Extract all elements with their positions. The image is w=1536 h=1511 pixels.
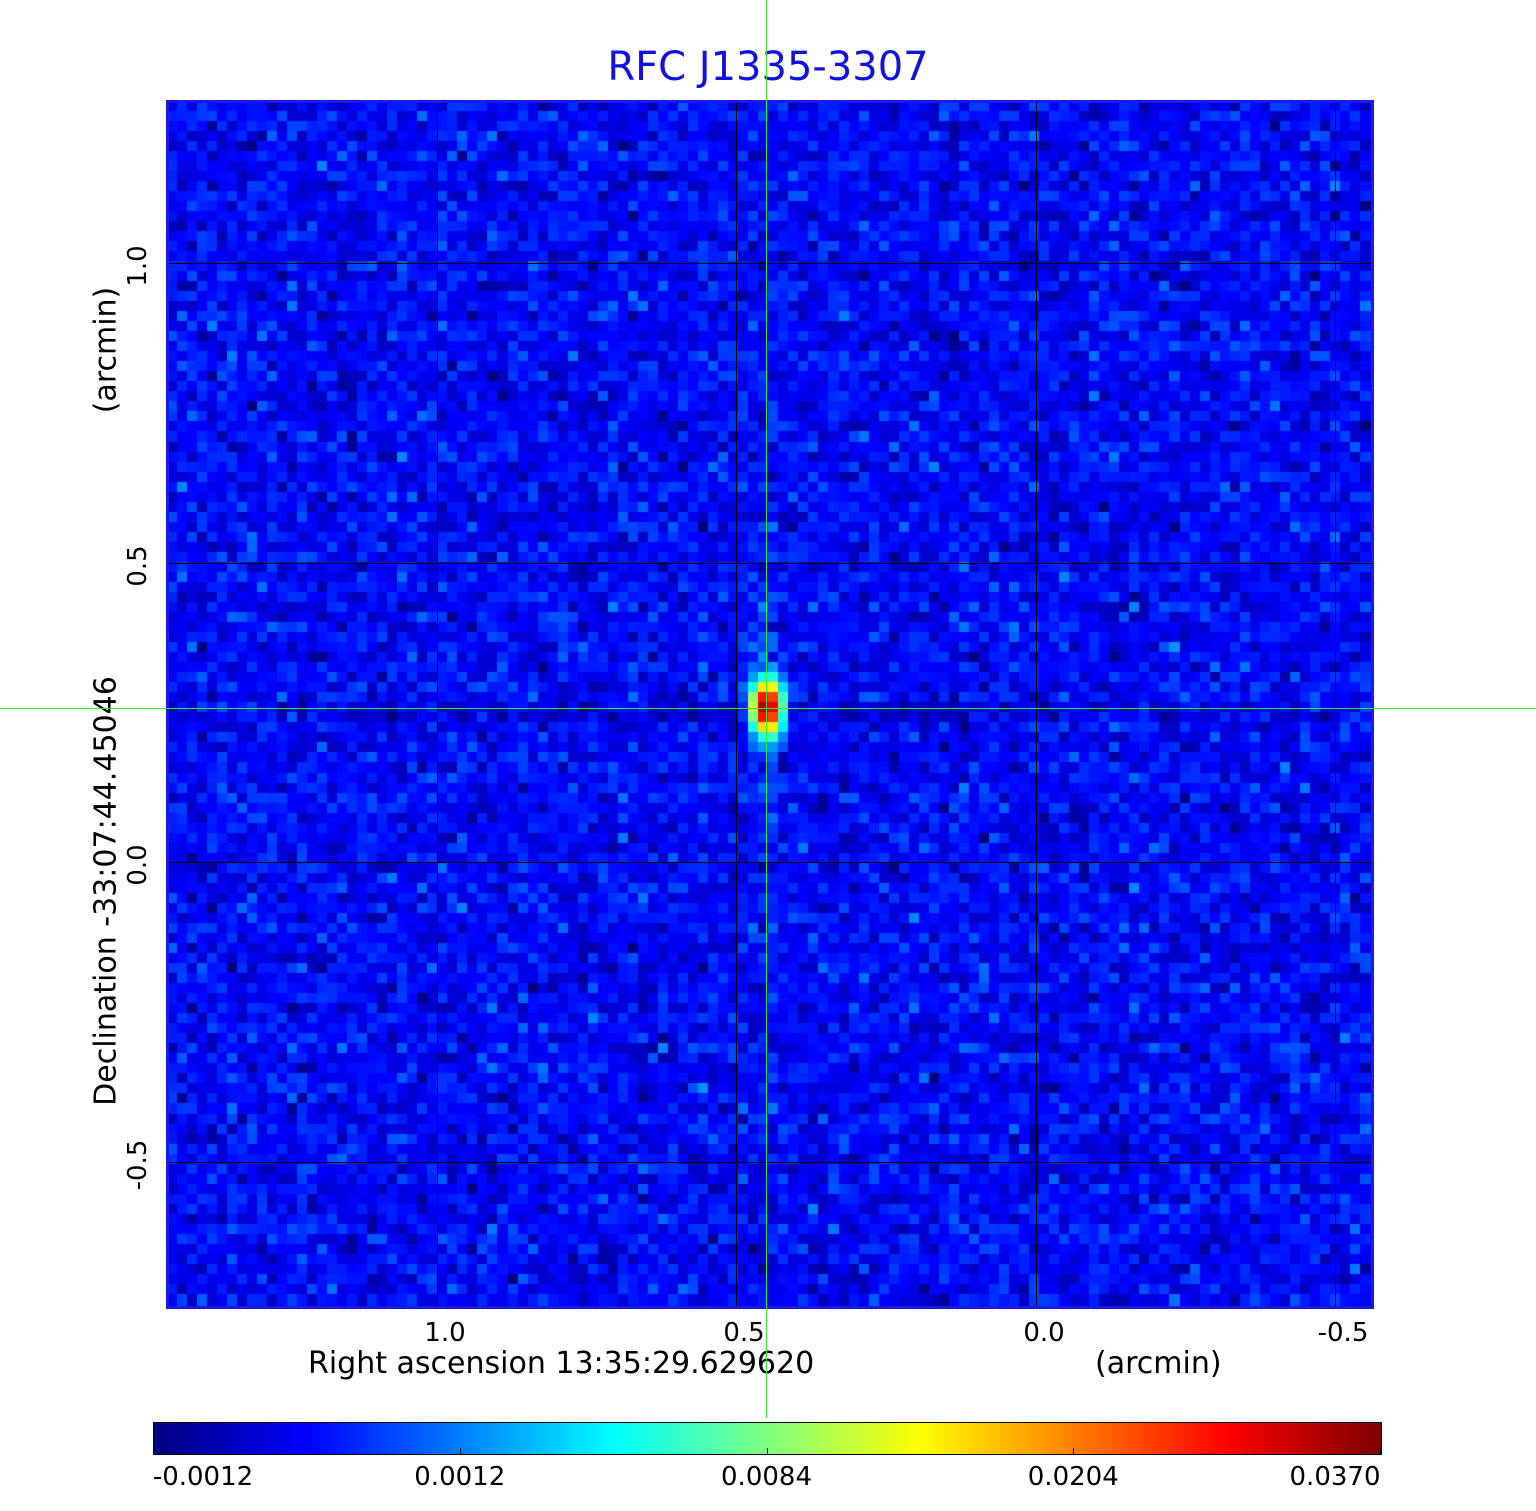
chart-title: RFC J1335-3307 (607, 44, 929, 90)
x-tick-label: 1.0 (424, 1318, 466, 1348)
y-tick-label: 1.0 (123, 245, 153, 287)
crosshair-vertical (766, 0, 767, 1418)
x-axis-label: Right ascension 13:35:29.629620 (308, 1346, 815, 1381)
colorbar-tick (153, 1448, 154, 1454)
colorbar-tick-label: 0.0370 (1289, 1462, 1381, 1492)
y-tick-label: -0.5 (123, 1139, 153, 1191)
grid-line-x (437, 101, 438, 1306)
y-axis-label: Declination -33:07:44.45046 (88, 676, 124, 1106)
colorbar-tick-label: -0.0012 (152, 1462, 254, 1492)
crosshair-horizontal (0, 708, 1536, 709)
colorbar-tick-label: 0.0084 (721, 1462, 812, 1492)
grid-line-y (167, 563, 1371, 564)
colorbar-tick (1380, 1448, 1381, 1454)
colorbar (153, 1422, 1382, 1455)
x-tick-label: -0.5 (1317, 1318, 1369, 1348)
colorbar-tick (459, 1448, 461, 1454)
grid-line-x (1036, 101, 1037, 1306)
image-plot-area[interactable] (167, 101, 1371, 1306)
y-tick-label: 0.5 (123, 545, 153, 587)
grid-line-x (736, 101, 737, 1306)
plot-frame (166, 100, 1374, 1309)
x-axis-unit: (arcmin) (1095, 1346, 1222, 1381)
y-tick-label: 0.0 (123, 844, 153, 886)
y-axis-unit: (arcmin) (88, 286, 124, 414)
grid-line-y (167, 1162, 1371, 1163)
x-tick-label: 0.0 (1023, 1318, 1065, 1348)
grid-line-y (167, 862, 1371, 863)
grid-line-y (167, 263, 1371, 264)
colorbar-tick-label: 0.0012 (414, 1462, 506, 1492)
x-tick-label: 0.5 (723, 1318, 765, 1348)
radio-image-heatmap (167, 101, 1371, 1306)
colorbar-tick (766, 1448, 768, 1454)
colorbar-tick (1073, 1448, 1075, 1454)
colorbar-tick-label: 0.0204 (1027, 1462, 1119, 1492)
grid-line-x (1335, 101, 1336, 1306)
